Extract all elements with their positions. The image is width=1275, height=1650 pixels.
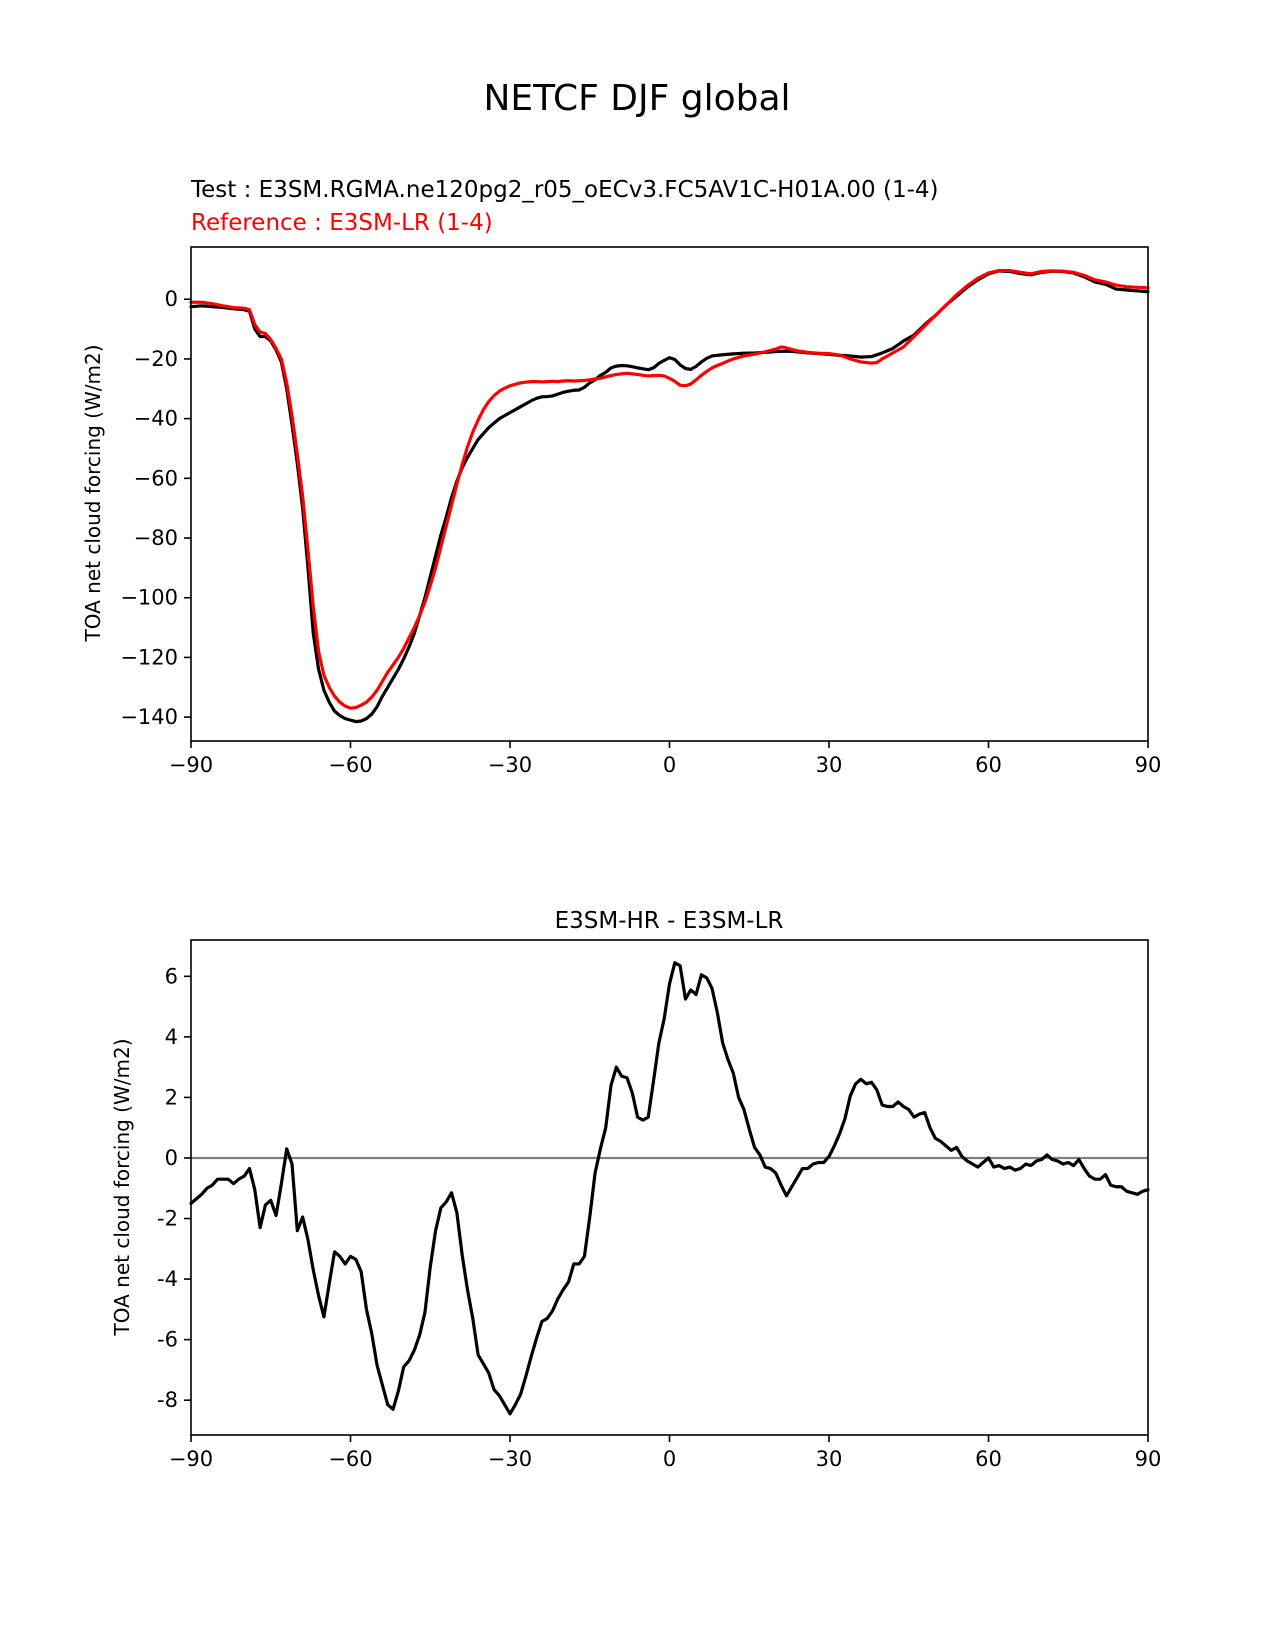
x-tick-label: 30	[816, 1447, 843, 1471]
x-tick-label: −90	[169, 753, 213, 777]
x-tick-label: 90	[1135, 1447, 1162, 1471]
y-tick-label: −20	[134, 347, 178, 371]
y-tick-label: 2	[165, 1085, 178, 1109]
bottom-ticks: −90 −60 −30 0 30 60 90 6 4 2 0 -2 -4 -6 -8	[157, 964, 1161, 1471]
reference-label: Reference : E3SM-LR (1-4)	[191, 210, 493, 236]
y-tick-label: 0	[165, 287, 178, 311]
y-tick-label: -4	[157, 1267, 178, 1291]
x-tick-label: 90	[1135, 753, 1162, 777]
y-tick-label: -6	[157, 1328, 178, 1352]
y-tick-label: −60	[134, 466, 178, 490]
y-tick-label: −80	[134, 526, 178, 550]
bottom-panel: E3SM-HR - E3SM-LR TOA net cloud forcing …	[110, 908, 1161, 1471]
y-tick-label: 0	[165, 1146, 178, 1170]
top-plot-frame	[190, 246, 1149, 742]
x-tick-label: −90	[169, 1447, 213, 1471]
x-tick-label: 0	[663, 1447, 676, 1471]
x-tick-label: −30	[488, 753, 532, 777]
test-series-line	[189, 269, 1150, 724]
x-tick-label: −60	[328, 753, 372, 777]
x-tick-label: 60	[975, 753, 1002, 777]
y-tick-label: -8	[157, 1388, 178, 1412]
x-tick-label: −60	[328, 1447, 372, 1471]
top-panel: Test : E3SM.RGMA.ne120pg2_r05_oECv3.FC5A…	[81, 177, 1161, 777]
test-label: Test : E3SM.RGMA.ne120pg2_r05_oECv3.FC5A…	[190, 177, 938, 203]
x-tick-label: −30	[488, 1447, 532, 1471]
y-tick-label: 6	[165, 964, 178, 988]
x-tick-label: 30	[816, 753, 843, 777]
y-tick-label: −120	[120, 645, 178, 669]
bottom-plot-lines	[189, 961, 1150, 1416]
y-tick-label: −100	[120, 586, 178, 610]
figure-title: NETCF DJF global	[483, 78, 790, 119]
difference-series-line	[189, 961, 1150, 1416]
top-y-axis-label: TOA net cloud forcing (W/m2)	[81, 344, 105, 642]
top-ticks: −90 −60 −30 0 30 60 90 0 −20 −40 −60 −80 −100 −120 −14…	[120, 287, 1161, 777]
x-tick-label: 0	[663, 753, 676, 777]
bottom-plot-frame	[190, 939, 1149, 1436]
bottom-y-axis-label: TOA net cloud forcing (W/m2)	[110, 1038, 134, 1336]
top-plot-lines	[189, 268, 1150, 724]
reference-series-line	[189, 268, 1150, 710]
y-tick-label: -2	[157, 1207, 178, 1231]
x-tick-label: 60	[975, 1447, 1002, 1471]
y-tick-label: 4	[165, 1025, 178, 1049]
y-tick-label: −140	[120, 705, 178, 729]
bottom-title: E3SM-HR - E3SM-LR	[555, 908, 784, 934]
y-tick-label: −40	[134, 407, 178, 431]
